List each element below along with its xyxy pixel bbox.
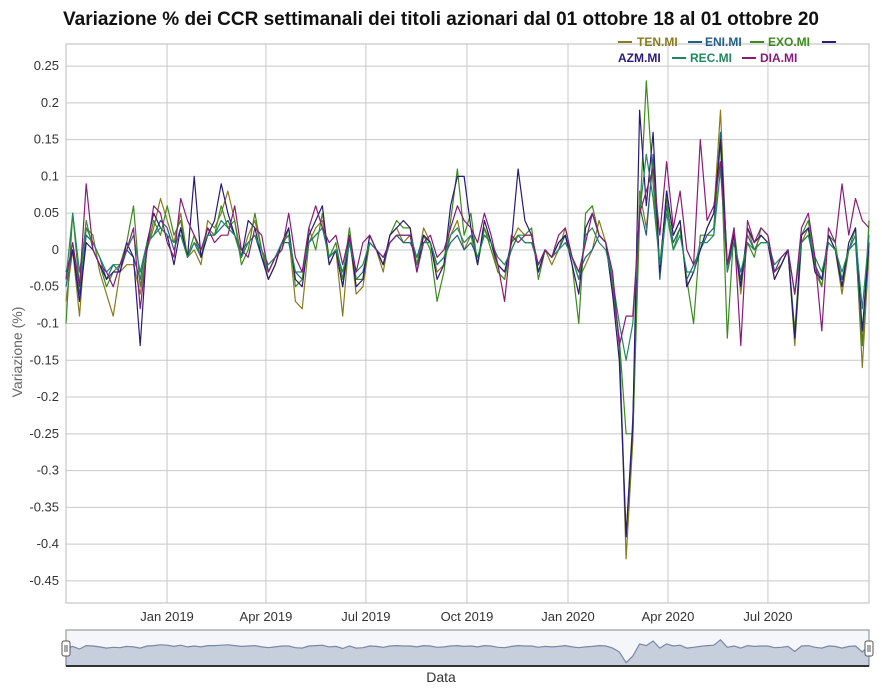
y-tick-label: -0.1 bbox=[37, 316, 59, 331]
x-axis-label: Data bbox=[426, 669, 456, 685]
y-tick-label: 0.05 bbox=[34, 205, 59, 220]
legend-item-exo-mi[interactable]: EXO.MI bbox=[750, 35, 810, 49]
y-tick-label: -0.25 bbox=[29, 426, 59, 441]
x-tick-label: Oct 2019 bbox=[441, 609, 494, 624]
x-ticks: Jan 2019 Apr 2019 Jul 2019 Oct 2019 Jan 2020… bbox=[140, 609, 792, 624]
y-tick-label: -0.15 bbox=[29, 352, 59, 367]
y-tick-label: -0.05 bbox=[29, 279, 59, 294]
y-tick-label: 0.15 bbox=[34, 132, 59, 147]
legend-label: TEN.MI bbox=[637, 35, 678, 49]
x-tick-label: Apr 2019 bbox=[240, 609, 293, 624]
legend-item-rec-mi[interactable]: REC.MI bbox=[672, 51, 732, 65]
legend-item-dia-mi[interactable]: DIA.MI bbox=[742, 51, 797, 65]
legend-item-eni-mi[interactable]: ENI.MI bbox=[688, 35, 742, 49]
y-tick-label: -0.45 bbox=[29, 573, 59, 588]
legend-item-azm-mi[interactable]: AZM.MI bbox=[618, 51, 661, 65]
legend: TEN.MI ENI.MI EXO.MI AZM.MI REC.MI DIA.MI bbox=[618, 35, 836, 65]
x-tick-label: Jan 2019 bbox=[140, 609, 194, 624]
y-ticks: 0.25 0.2 0.15 0.1 0.05 0 -0.05 -0.1 -0.15 -0.2 -0.… bbox=[29, 58, 59, 588]
navigator-area bbox=[65, 638, 870, 667]
series-lines bbox=[65, 80, 870, 560]
y-tick-label: 0.25 bbox=[34, 58, 59, 73]
range-navigator bbox=[61, 629, 874, 667]
y-tick-label: 0.1 bbox=[41, 168, 59, 183]
y-tick-label: -0.3 bbox=[37, 463, 59, 478]
legend-label: REC.MI bbox=[690, 51, 732, 65]
legend-label: AZM.MI bbox=[618, 51, 661, 65]
y-tick-label: -0.2 bbox=[37, 389, 59, 404]
legend-label: DIA.MI bbox=[760, 51, 797, 65]
legend-item-ten-mi[interactable]: TEN.MI bbox=[618, 35, 678, 49]
range-handle-right[interactable] bbox=[864, 640, 874, 657]
y-tick-label: 0 bbox=[52, 242, 59, 257]
legend-label: ENI.MI bbox=[705, 35, 742, 49]
legend-label: EXO.MI bbox=[768, 35, 810, 49]
y-tick-label: -0.4 bbox=[37, 536, 59, 551]
x-tick-label: Jul 2020 bbox=[743, 609, 792, 624]
chart-title: Variazione % dei CCR settimanali dei tit… bbox=[63, 9, 819, 30]
range-handle-left[interactable] bbox=[61, 640, 71, 657]
x-tick-label: Jan 2020 bbox=[541, 609, 595, 624]
series-line-dia-mi[interactable] bbox=[65, 139, 870, 347]
grid bbox=[65, 43, 870, 604]
x-tick-label: Jul 2019 bbox=[341, 609, 390, 624]
y-tick-label: 0.2 bbox=[41, 95, 59, 110]
x-tick-label: Apr 2020 bbox=[642, 609, 695, 624]
y-tick-label: -0.35 bbox=[29, 499, 59, 514]
